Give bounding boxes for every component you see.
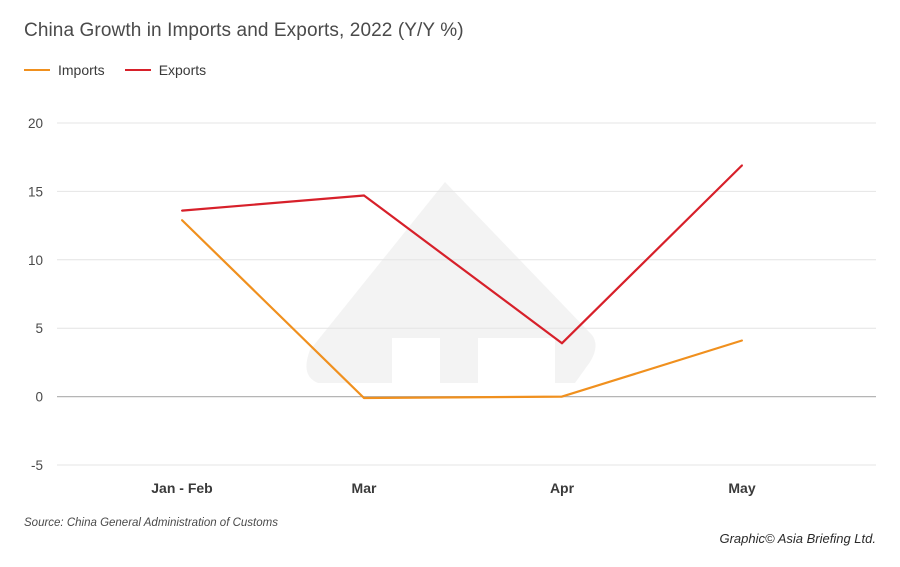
chart-title: China Growth in Imports and Exports, 202… (24, 20, 464, 41)
legend-item-imports: Imports (24, 62, 105, 78)
y-tick-label: 20 (28, 116, 43, 131)
legend-swatch-imports (24, 69, 50, 71)
x-tick-label: May (728, 480, 755, 496)
data-point-imports (181, 219, 183, 222)
y-tick-label: 0 (35, 390, 43, 405)
y-tick-label: 10 (28, 253, 43, 268)
legend-swatch-exports (124, 69, 151, 71)
data-point-imports (363, 397, 365, 399)
y-axis-ticks: -5 0 5 10 15 20 (28, 116, 43, 473)
data-point-exports (181, 209, 183, 212)
data-point-exports (363, 194, 365, 197)
x-tick-label: Mar (352, 480, 377, 496)
y-tick-label: 15 (28, 184, 43, 199)
series-line-exports (181, 164, 743, 345)
data-point-exports (741, 164, 743, 167)
legend-label-exports: Exports (158, 62, 207, 78)
x-axis-ticks: Jan - Feb Mar Apr May (151, 480, 756, 496)
watermark-logo (306, 182, 596, 383)
y-tick-label: -5 (31, 458, 43, 473)
credit-note: Graphic© Asia Briefing Ltd. (719, 531, 876, 546)
legend-label-imports: Imports (58, 62, 105, 78)
grid-layer (57, 122, 876, 466)
series-line-imports (181, 219, 743, 400)
data-point-exports (561, 342, 563, 345)
x-tick-label: Apr (550, 480, 575, 496)
data-point-imports (741, 339, 743, 342)
x-tick-label: Jan - Feb (151, 480, 212, 496)
legend-item-exports: Exports (124, 62, 207, 78)
y-tick-label: 5 (35, 321, 43, 336)
source-note: Source: China General Administration of … (24, 517, 278, 529)
data-point-imports (561, 395, 563, 398)
series-layer (181, 164, 743, 400)
chart-legend: Imports Exports (24, 62, 226, 78)
